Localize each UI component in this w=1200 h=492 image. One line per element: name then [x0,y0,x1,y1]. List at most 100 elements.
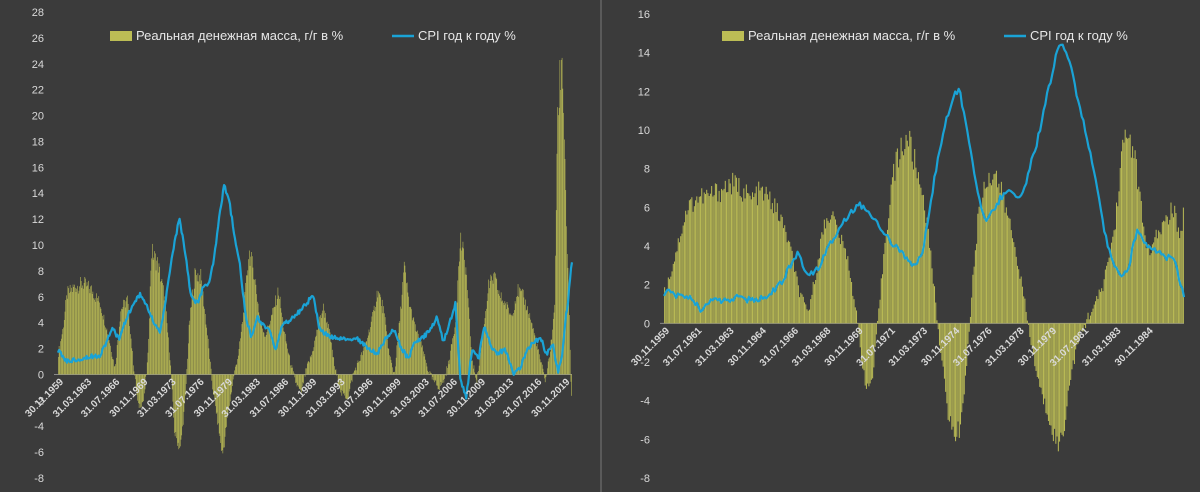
money-supply-bar [549,357,550,375]
y-tick-label: 2 [644,280,650,292]
money-supply-bar [451,344,453,375]
money-supply-bar [177,374,178,446]
money-supply-bar [500,292,502,375]
money-supply-bar [143,374,145,394]
money-supply-bar [140,374,141,408]
money-supply-bar [199,283,201,375]
money-supply-bar [966,323,968,367]
money-supply-bar [77,293,79,375]
money-supply-bar [509,313,511,375]
money-supply-bar [94,298,96,375]
money-supply-bar [553,312,555,375]
money-supply-bar [132,365,134,375]
money-supply-bar [187,358,188,375]
money-supply-bar [805,304,807,324]
money-supply-bar [546,374,547,376]
money-supply-bar [557,107,558,375]
money-supply-bar [288,354,290,375]
money-supply-bar [445,374,447,377]
y-tick-label: 14 [32,188,44,200]
money-supply-bar [1181,230,1183,324]
money-supply-bar [676,251,678,324]
money-supply-bar [282,317,283,375]
money-supply-bar [229,374,230,406]
money-supply-bar [173,374,174,418]
money-supply-bar [390,359,392,375]
money-supply-bar [1061,323,1063,435]
money-supply-bar [183,374,185,412]
money-supply-bar [392,367,393,375]
money-supply-bar [81,287,83,375]
money-supply-bar [274,307,276,375]
money-supply-bar [685,210,687,324]
money-supply-bar [174,374,175,433]
money-supply-bar [1039,323,1041,387]
money-supply-bar [197,273,199,375]
money-supply-bar [318,323,320,375]
money-supply-bar [362,350,364,375]
y-tick-label: 8 [644,164,650,176]
money-supply-bar [438,374,440,390]
money-supply-bar [441,374,442,385]
money-supply-bar [116,345,118,375]
money-supply-bar [116,357,117,375]
money-supply-bar [210,361,211,375]
money-supply-bar [865,323,867,389]
money-supply-bar [967,323,969,344]
money-supply-bar [260,321,261,375]
money-supply-bar [1009,218,1011,324]
money-supply-bar [1003,192,1005,324]
money-supply-bar [1012,238,1014,324]
money-supply-bar [68,288,69,375]
money-supply-bar [972,274,974,324]
money-supply-bar [444,374,445,379]
money-supply-bar [1091,311,1093,324]
money-supply-bar [147,352,149,375]
money-supply-bar [1019,278,1021,324]
money-supply-bar [681,233,683,324]
money-supply-bar [997,187,999,324]
money-supply-bar [483,324,485,375]
money-supply-bar [352,373,354,375]
money-supply-bar [790,246,792,324]
money-supply-bar [559,60,561,375]
money-supply-bar [1182,207,1184,324]
money-supply-bar [172,374,174,402]
money-supply-bar [755,186,757,324]
money-supply-bar [415,331,417,375]
y-tick-label: -8 [640,473,650,485]
money-supply-bar [164,296,166,375]
money-supply-bar [1029,323,1031,338]
money-supply-bar [761,186,763,324]
money-supply-bar [298,374,299,387]
money-supply-bar [251,252,252,375]
money-supply-bar [753,197,755,324]
money-supply-bar [1083,323,1085,326]
y-tick-label: 8 [38,266,44,278]
money-supply-bar [119,321,121,375]
money-supply-bar [177,374,179,443]
money-supply-bar [388,348,390,375]
money-supply-bar [218,374,219,424]
money-supply-bar [113,366,115,375]
money-supply-bar [182,374,184,425]
money-supply-bar [981,206,983,324]
money-supply-bar [244,291,246,375]
money-supply-bar [72,291,73,375]
money-supply-bar [686,214,688,324]
money-supply-bar [717,201,719,324]
money-supply-bar [1076,323,1078,345]
money-supply-bar [325,313,326,375]
money-supply-bar [817,259,819,324]
money-supply-bar [682,225,684,324]
money-supply-bar [401,294,403,375]
money-supply-bar [434,374,435,383]
money-supply-bar [543,372,545,375]
money-supply-bar [168,352,170,375]
money-supply-bar [472,360,473,375]
money-supply-bar [846,259,848,324]
money-supply-bar [674,261,676,324]
money-supply-bar [156,260,158,375]
money-supply-bar [470,336,471,375]
money-supply-bar [859,323,861,348]
